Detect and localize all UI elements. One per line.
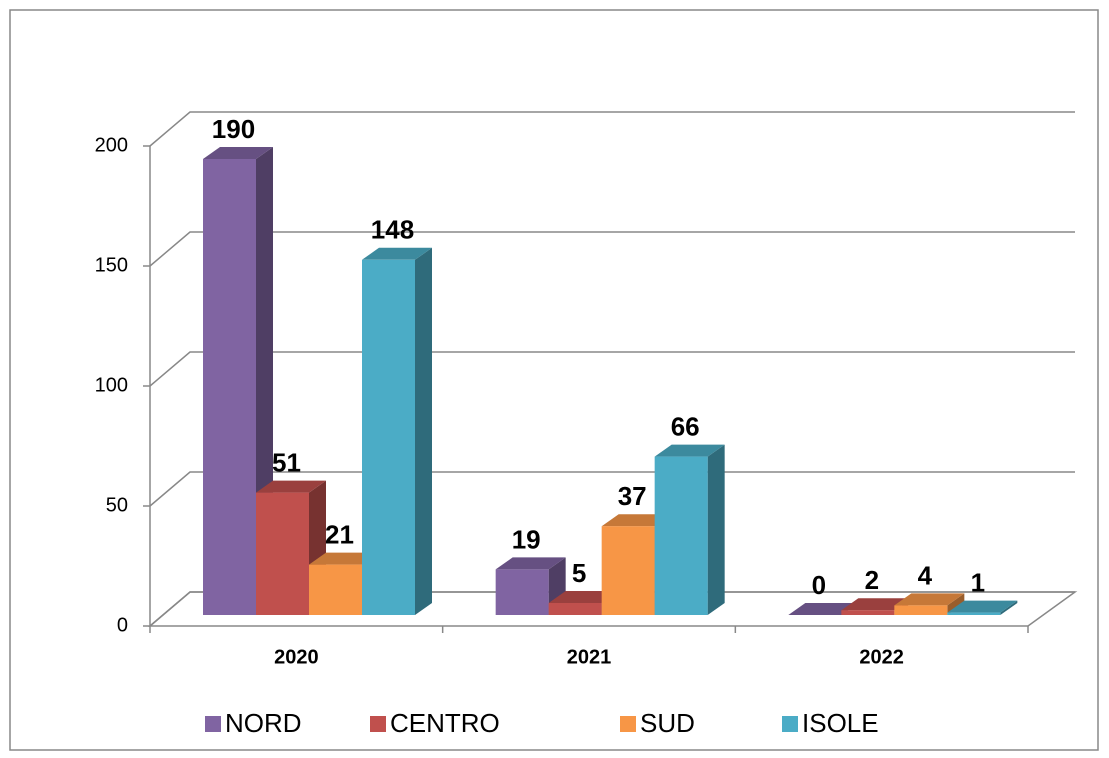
bar: [495, 557, 566, 615]
bar-top: [548, 591, 619, 603]
value-label: 5: [572, 558, 586, 588]
legend-label: CENTRO: [390, 708, 500, 738]
bar-top: [841, 598, 912, 611]
y-tick-label: 100: [95, 374, 128, 396]
bar-top: [362, 247, 432, 260]
x-tick-label: 2021: [567, 646, 612, 668]
value-label: 0: [812, 570, 826, 600]
value-label: 2: [865, 565, 879, 595]
bar-top: [894, 593, 965, 606]
y-tick-label: 150: [95, 254, 128, 276]
bar-side: [1000, 600, 1018, 615]
value-label: 1: [971, 567, 985, 597]
chart-frame: [9, 9, 1099, 751]
grid-line: [149, 591, 1075, 627]
bar-front: [601, 526, 655, 615]
bar: [362, 247, 432, 616]
bar-top: [788, 603, 859, 615]
value-label: 148: [371, 215, 414, 245]
legend-label: NORD: [225, 708, 302, 738]
grid-line: [149, 231, 1075, 267]
bar: [947, 600, 1018, 615]
value-label: 66: [671, 411, 700, 441]
legend-label: SUD: [640, 708, 695, 738]
bar-front: [362, 259, 415, 615]
bar: [548, 591, 619, 615]
value-label: 51: [272, 447, 301, 477]
value-label: 37: [618, 481, 647, 511]
legend-swatch: [620, 716, 636, 732]
legend-swatch: [205, 716, 221, 732]
bar: [203, 147, 273, 615]
bar-side: [415, 247, 432, 616]
bar-front: [309, 564, 362, 615]
bar-front: [548, 603, 602, 615]
bar-top: [495, 557, 566, 570]
y-tick-label: 50: [106, 494, 128, 516]
bar-front: [894, 605, 948, 615]
grid-line: [149, 351, 1075, 387]
grid-line: [149, 111, 1075, 147]
bar-top: [256, 480, 326, 493]
bar: [788, 603, 859, 615]
bar-side: [707, 444, 725, 615]
bar-top: [654, 444, 725, 457]
bar-front: [654, 456, 708, 615]
bar-front: [256, 492, 309, 615]
legend-swatch: [782, 716, 798, 732]
bar-front: [495, 569, 549, 615]
x-tick-label: 2020: [274, 646, 319, 668]
bar-top: [947, 600, 1018, 613]
bar-top: [309, 552, 379, 565]
bar-front: [841, 610, 895, 615]
bar-top: [601, 514, 672, 527]
bar-front: [203, 159, 256, 615]
grid-line: [149, 471, 1075, 507]
x-tick-label: 2022: [859, 646, 904, 668]
value-label: 19: [512, 524, 541, 554]
bar: [654, 444, 725, 615]
legend-swatch: [370, 716, 386, 732]
value-label: 4: [918, 560, 933, 590]
y-tick-label: 200: [95, 134, 128, 156]
bar-top: [203, 147, 273, 159]
bar-front: [947, 612, 1001, 615]
value-label: 190: [212, 114, 255, 144]
value-label: 21: [325, 519, 354, 549]
y-tick-label: 0: [117, 614, 128, 636]
legend-label: ISOLE: [802, 708, 879, 738]
